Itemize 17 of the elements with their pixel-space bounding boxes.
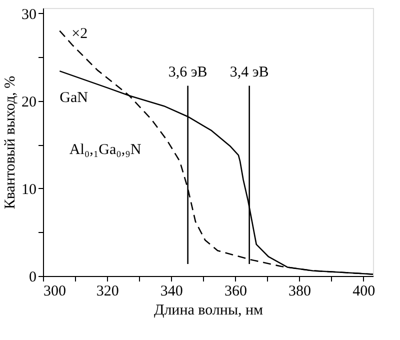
y-tick-label: 0 — [29, 270, 36, 286]
y-tick-label: 30 — [22, 6, 36, 23]
x-tick-label: 340 — [160, 284, 183, 300]
x-tick-label: 320 — [96, 284, 119, 300]
ref-line-label: 3,6 эВ — [168, 64, 208, 81]
ref-line-label: 3,4 эВ — [230, 64, 269, 81]
x-tick-label: 300 — [44, 284, 66, 300]
annotation: ×2 — [72, 26, 88, 42]
series-label: Al₀,₁Ga₀,₉N — [69, 142, 142, 158]
x-tick-label: 360 — [224, 284, 247, 300]
x-tick-label: 380 — [288, 284, 312, 300]
y-axis-title: Квантовый выход, % — [2, 76, 18, 210]
y-tick-label: 10 — [22, 182, 36, 198]
x-axis-title: Длина волны, нм — [154, 302, 264, 318]
series-label: GaN — [60, 90, 88, 106]
y-tick-label: 20 — [22, 94, 36, 110]
x-tick-label: 400 — [352, 284, 376, 300]
